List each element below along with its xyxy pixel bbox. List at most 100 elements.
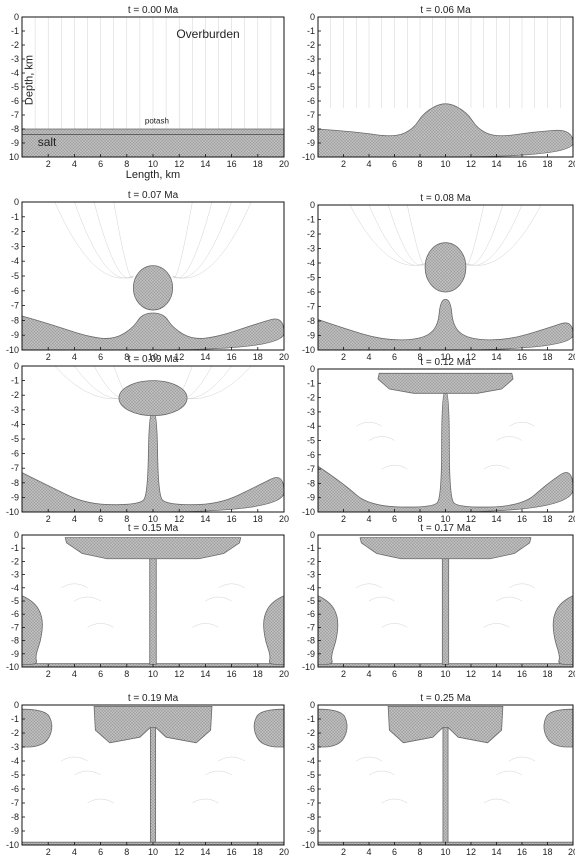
y-tick-label: -1 [11, 376, 19, 386]
flow-line [74, 596, 101, 602]
salt-canopy [64, 537, 242, 560]
flow-line [87, 623, 114, 628]
x-tick-label: 10 [440, 159, 450, 169]
flow-line [509, 756, 535, 762]
flow-line [356, 583, 382, 589]
y-tick-label: -6 [11, 784, 19, 794]
y-tick-label: -8 [11, 124, 19, 134]
salt-canopy [93, 706, 213, 744]
x-tick-label: 10 [440, 847, 450, 857]
flow-line [172, 201, 252, 279]
flow-line [93, 201, 134, 279]
x-tick-label: 6 [392, 669, 397, 679]
flow-line [483, 798, 510, 804]
x-axis-label: Length, km [126, 169, 180, 181]
y-tick-label: -9 [307, 826, 315, 836]
x-tick-label: 20 [568, 159, 575, 169]
y-tick-label: -1 [307, 215, 315, 225]
salt-wall-left [317, 595, 339, 665]
x-tick-label: 6 [392, 514, 397, 524]
x-tick-label: 18 [253, 352, 263, 362]
salt-wall-right [263, 595, 285, 665]
flow-lines [34, 17, 272, 129]
x-tick-label: 4 [72, 352, 77, 362]
x-tick-label: 4 [366, 669, 371, 679]
x-tick-label: 18 [542, 159, 552, 169]
x-tick-label: 12 [174, 514, 184, 524]
x-tick-label: 8 [124, 669, 129, 679]
flow-line [218, 583, 245, 589]
salt-body [21, 265, 285, 351]
x-tick-label: 14 [491, 669, 501, 679]
x-tick-label: 10 [148, 159, 158, 169]
flow-line [381, 623, 408, 628]
flow-lines [349, 204, 542, 266]
x-tick-label: 18 [542, 669, 552, 679]
y-tick-label: -2 [307, 40, 315, 50]
y-tick-label: -7 [11, 463, 19, 473]
y-tick-label: -9 [307, 493, 315, 503]
x-tick-label: 14 [200, 669, 210, 679]
x-tick-label: 12 [174, 669, 184, 679]
y-tick-label: -7 [11, 798, 19, 808]
y-tick-label: -10 [302, 507, 315, 517]
flow-line [496, 436, 523, 441]
y-tick-label: -1 [11, 714, 19, 724]
panel-title: t = 0.12 Ma [420, 357, 471, 368]
x-tick-label: 4 [72, 514, 77, 524]
x-tick-label: 2 [46, 847, 51, 857]
x-tick-label: 20 [279, 847, 289, 857]
y-tick-label: -4 [11, 756, 19, 766]
flow-line [205, 596, 232, 602]
flow-line [368, 596, 395, 602]
flow-line [368, 770, 395, 776]
y-tick-label: -8 [307, 478, 315, 488]
y-tick-label: -1 [307, 378, 315, 388]
y-tick-label: -8 [307, 636, 315, 646]
y-tick-label: -8 [307, 316, 315, 326]
y-tick-label: -7 [11, 622, 19, 632]
y-tick-label: -6 [307, 287, 315, 297]
x-tick-label: 20 [279, 159, 289, 169]
y-tick-label: -5 [11, 596, 19, 606]
x-tick-label: 8 [417, 159, 422, 169]
x-tick-label: 14 [200, 159, 210, 169]
salt-layer [317, 103, 574, 158]
x-tick-label: 18 [542, 514, 552, 524]
flow-line [381, 798, 408, 804]
y-tick-label: -6 [307, 96, 315, 106]
panel: t = 0.12 Ma 0 -1 -2 -3 -4 -5 -6 -7 -8 -9 -10 2 4 6 8 10 1… [302, 357, 575, 524]
x-tick-label: 8 [417, 514, 422, 524]
x-tick-label: 4 [366, 352, 371, 362]
y-tick-label: 0 [14, 197, 19, 207]
y-tick-label: -6 [11, 449, 19, 459]
x-tick-label: 2 [341, 669, 346, 679]
y-tick-label: 0 [14, 361, 19, 371]
salt-layer [317, 390, 574, 513]
y-tick-label: -10 [6, 507, 19, 517]
panel: t = 0.25 Ma 0 -1 -2 -3 -4 -5 -6 -7 -8 -9 -10 2 4 6 8 10 1… [302, 693, 575, 857]
salt-layer [21, 312, 285, 351]
flow-line [192, 623, 219, 628]
y-tick-label: -2 [307, 393, 315, 403]
salt-body [317, 537, 574, 668]
x-tick-label: 18 [542, 352, 552, 362]
salt-body [21, 706, 285, 846]
y-tick-label: -9 [307, 331, 315, 341]
flow-line [464, 204, 504, 266]
flow-line [509, 421, 535, 427]
y-tick-label: -7 [307, 464, 315, 474]
flow-line [349, 204, 427, 266]
x-tick-label: 16 [227, 514, 237, 524]
salt-body [21, 380, 285, 513]
y-tick-label: -2 [11, 40, 19, 50]
x-tick-label: 20 [279, 514, 289, 524]
flow-line [496, 596, 523, 602]
y-tick-label: 0 [14, 12, 19, 22]
x-tick-label: 8 [124, 514, 129, 524]
x-tick-label: 2 [46, 159, 51, 169]
x-tick-label: 12 [174, 847, 184, 857]
salt-body [21, 537, 285, 668]
flow-line [356, 756, 382, 762]
x-tick-label: 2 [341, 159, 346, 169]
